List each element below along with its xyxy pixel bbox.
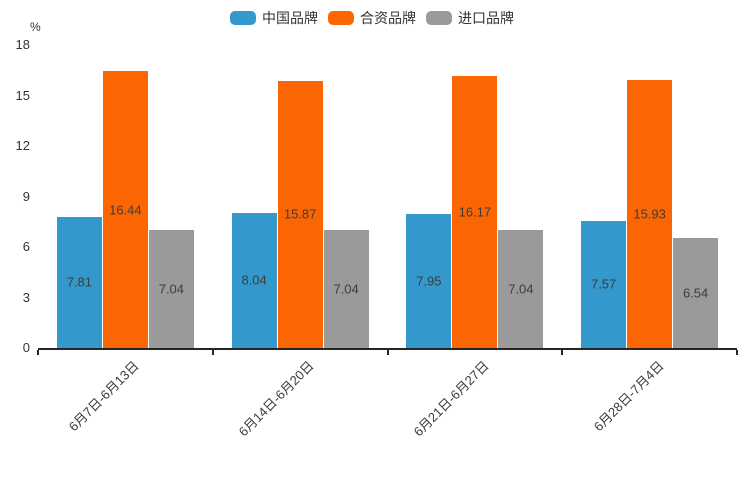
bar: 7.04 <box>323 229 369 348</box>
legend-item-2[interactable]: 进口品牌 <box>426 8 514 28</box>
legend-label: 进口品牌 <box>458 10 514 26</box>
bar-value-label: 15.87 <box>283 206 317 222</box>
bar-group-1: 8.04 15.87 7.04 <box>213 45 388 348</box>
bar-group-0: 7.81 16.44 7.04 <box>38 45 213 348</box>
x-axis-tick <box>37 350 39 355</box>
y-tick-label: 6 <box>22 239 30 254</box>
bar: 7.81 <box>56 216 102 348</box>
legend: 中国品牌 合资品牌 进口品牌 <box>0 8 744 28</box>
bar-value-label: 7.04 <box>508 281 534 297</box>
legend-item-0[interactable]: 中国品牌 <box>230 8 318 28</box>
y-tick-label: 3 <box>22 289 30 305</box>
bar-value-label: 7.57 <box>590 276 617 292</box>
bar-value-label: 15.93 <box>633 206 666 222</box>
bar: 7.04 <box>498 229 544 348</box>
y-tick-label: 18 <box>15 37 30 52</box>
y-tick-label: 12 <box>15 138 30 153</box>
x-axis-tick-labels: 6月7日-6月13日 6月14日-6月20日 6月21日-6月27日 6月28日-7月… <box>38 356 737 486</box>
bar-value-label: 6.54 <box>682 285 709 301</box>
bar: 16.44 <box>102 71 148 348</box>
bar: 7.95 <box>406 214 452 348</box>
legend-swatch-icon <box>230 11 256 25</box>
bar-value-label: 7.04 <box>158 281 185 297</box>
bar-value-label: 7.95 <box>416 273 442 289</box>
bar: 8.04 <box>231 212 277 348</box>
y-axis-unit-label: % <box>30 20 41 34</box>
legend-label: 中国品牌 <box>262 10 318 26</box>
bar-group-3: 7.57 15.93 6.54 <box>562 45 737 348</box>
x-axis-tick <box>736 350 738 355</box>
x-axis-tick <box>386 350 389 355</box>
y-tick-label: 9 <box>22 188 30 204</box>
legend-label: 合资品牌 <box>360 10 416 26</box>
x-axis-tick <box>561 350 564 355</box>
bar-value-label: 8.04 <box>241 272 267 288</box>
bar: 15.87 <box>277 80 323 348</box>
bar-group-2: 7.95 16.17 7.04 <box>388 45 563 348</box>
y-axis-tick-labels: 0 3 6 9 12 15 18 <box>0 37 30 355</box>
x-axis-ticks <box>37 350 738 356</box>
x-axis-tick <box>211 350 214 355</box>
x-tick-label: 6月21日-6月27日 <box>410 358 492 440</box>
x-tick-label: 6月7日-6月13日 <box>66 358 143 435</box>
x-tick-label: 6月14日-6月20日 <box>235 358 317 440</box>
bar: 16.17 <box>452 75 498 348</box>
bar: 15.93 <box>627 79 673 348</box>
bar-value-label: 16.17 <box>458 204 492 220</box>
legend-item-1[interactable]: 合资品牌 <box>328 8 416 28</box>
bar-value-label: 7.81 <box>66 274 93 290</box>
bar: 7.04 <box>148 229 194 348</box>
plot-area: 7.81 16.44 7.04 8.04 15.87 7.04 7.95 16.17 7.04 7… <box>38 45 737 350</box>
bar-value-label: 7.04 <box>333 281 359 297</box>
bar: 7.57 <box>581 220 627 348</box>
bar-value-label: 16.44 <box>109 202 142 218</box>
legend-swatch-icon <box>426 11 452 25</box>
x-tick-label: 6月28日-7月4日 <box>590 358 667 435</box>
y-tick-label: 15 <box>15 87 30 103</box>
legend-swatch-icon <box>328 11 354 25</box>
bar: 6.54 <box>673 237 719 348</box>
y-tick-label: 0 <box>22 340 30 355</box>
